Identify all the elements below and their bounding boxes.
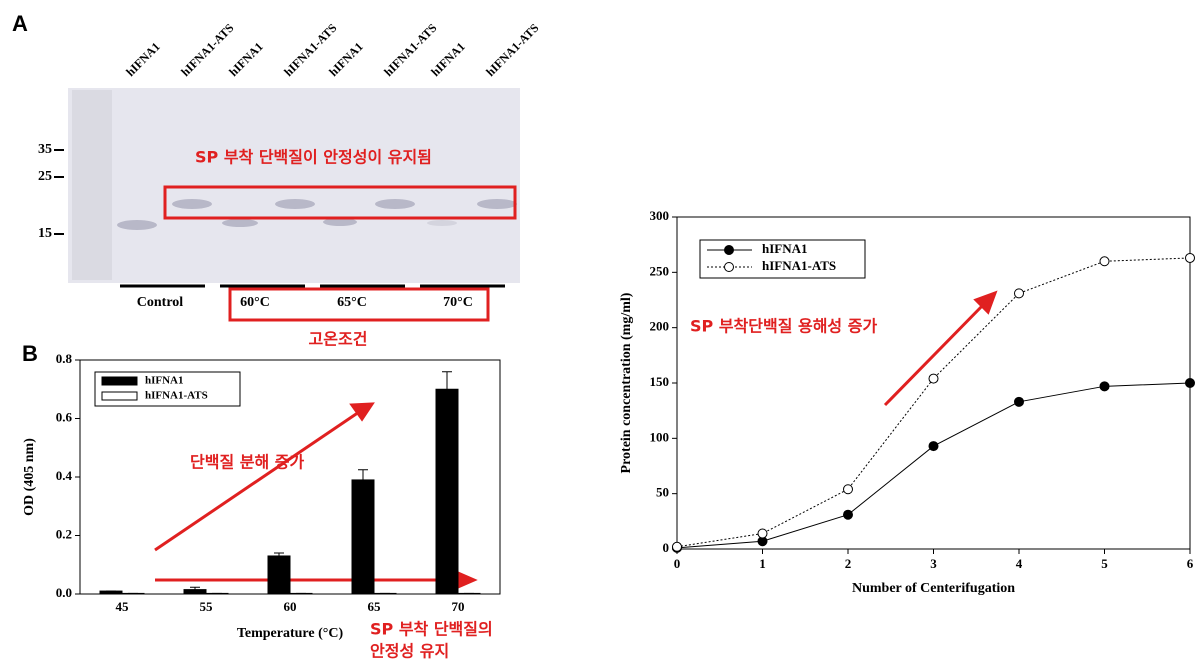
x-tick-label: 60: [284, 599, 297, 614]
error-bar: [358, 470, 368, 480]
data-point: [673, 542, 682, 551]
x-tick-label: 45: [116, 599, 130, 614]
bar: [436, 389, 458, 594]
ladder: [72, 90, 112, 280]
bar: [184, 590, 206, 594]
panel-label: A: [12, 11, 28, 36]
group-label: 70°C: [443, 295, 473, 310]
data-point: [1100, 382, 1109, 391]
y-tick-label: 200: [650, 319, 670, 334]
series-line: [677, 383, 1190, 548]
data-point: [1186, 253, 1195, 262]
data-point: [844, 485, 853, 494]
legend-label: hIFNA1-ATS: [762, 258, 836, 273]
data-point: [929, 374, 938, 383]
annotation: SP 부착 단백질의: [370, 620, 493, 639]
legend-label: hIFNA1-ATS: [145, 390, 208, 402]
data-point: [1015, 397, 1024, 406]
y-tick-label: 100: [650, 429, 670, 444]
figure: AhIFNA1 hIFNA1-ATS hIFNA1 hIFNA1-ATS hIFNA1 h…: [0, 0, 1199, 666]
y-tick-label: 0: [663, 540, 670, 555]
y-axis-label: Protein concentration (mg/ml): [619, 292, 634, 473]
y-tick-label: 300: [650, 208, 670, 223]
group-label: 65°C: [337, 295, 367, 310]
x-axis-label: Number of Centerifugation: [852, 581, 1015, 596]
marker-label: 35: [38, 142, 52, 157]
panel-label: B: [22, 341, 38, 366]
marker-label: 15: [38, 226, 52, 241]
x-tick-label: 6: [1187, 556, 1194, 571]
group-label: 60°C: [240, 295, 270, 310]
x-tick-label: 4: [1016, 556, 1023, 571]
series-line: [677, 258, 1190, 547]
x-tick-label: 1: [759, 556, 766, 571]
y-tick-label: 50: [656, 485, 669, 500]
page: AhIFNA1 hIFNA1-ATS hIFNA1 hIFNA1-ATS hIFNA1 h…: [0, 0, 1199, 666]
data-point: [1015, 289, 1024, 298]
annotation: SP 부착 단백질이 안정성이 유지됨: [195, 148, 432, 167]
x-tick-label: 5: [1101, 556, 1108, 571]
annotation: 안정성 유지: [370, 642, 449, 661]
x-tick-label: 3: [930, 556, 937, 571]
annotation: 단백질 분해 증가: [190, 453, 304, 472]
legend-marker: [725, 246, 734, 255]
legend-label: hIFNA1: [145, 375, 184, 387]
y-tick-label: 0.4: [56, 468, 73, 483]
y-tick-label: 0.0: [56, 585, 72, 600]
x-tick-label: 65: [368, 599, 382, 614]
annotation: 고온조건: [309, 330, 368, 349]
y-tick-label: 0.2: [56, 526, 72, 541]
y-tick-label: 150: [650, 374, 670, 389]
data-point: [844, 510, 853, 519]
x-axis-label: Temperature (°C): [237, 626, 344, 641]
legend-marker: [725, 263, 734, 272]
lane-label: hIFNA1: [226, 39, 266, 79]
annotation: SP 부착단백질 용해성 증가: [690, 317, 877, 336]
lane-label: hIFNA1: [326, 39, 366, 79]
data-point: [758, 529, 767, 538]
y-axis-label: OD (405 nm): [22, 438, 37, 516]
data-point: [1186, 379, 1195, 388]
x-tick-label: 2: [845, 556, 852, 571]
bar: [268, 556, 290, 594]
lane-label: hIFNA1: [428, 39, 468, 79]
marker-label: 25: [38, 169, 52, 184]
lane-label: hIFNA1: [123, 39, 163, 79]
data-point: [1100, 257, 1109, 266]
group-label: Control: [137, 295, 184, 310]
lane-label: hIFNA1-ATS: [483, 21, 542, 80]
data-point: [929, 442, 938, 451]
legend-swatch: [102, 377, 137, 385]
x-tick-label: 0: [674, 556, 681, 571]
legend-swatch: [102, 392, 137, 400]
error-bar: [442, 372, 452, 390]
x-tick-label: 70: [452, 599, 465, 614]
arrows: [155, 293, 995, 587]
y-tick-label: 0.6: [56, 409, 73, 424]
y-tick-label: 0.8: [56, 351, 73, 366]
legend-label: hIFNA1: [762, 241, 808, 256]
bar: [352, 480, 374, 594]
y-tick-label: 250: [650, 263, 670, 278]
x-tick-label: 55: [200, 599, 214, 614]
